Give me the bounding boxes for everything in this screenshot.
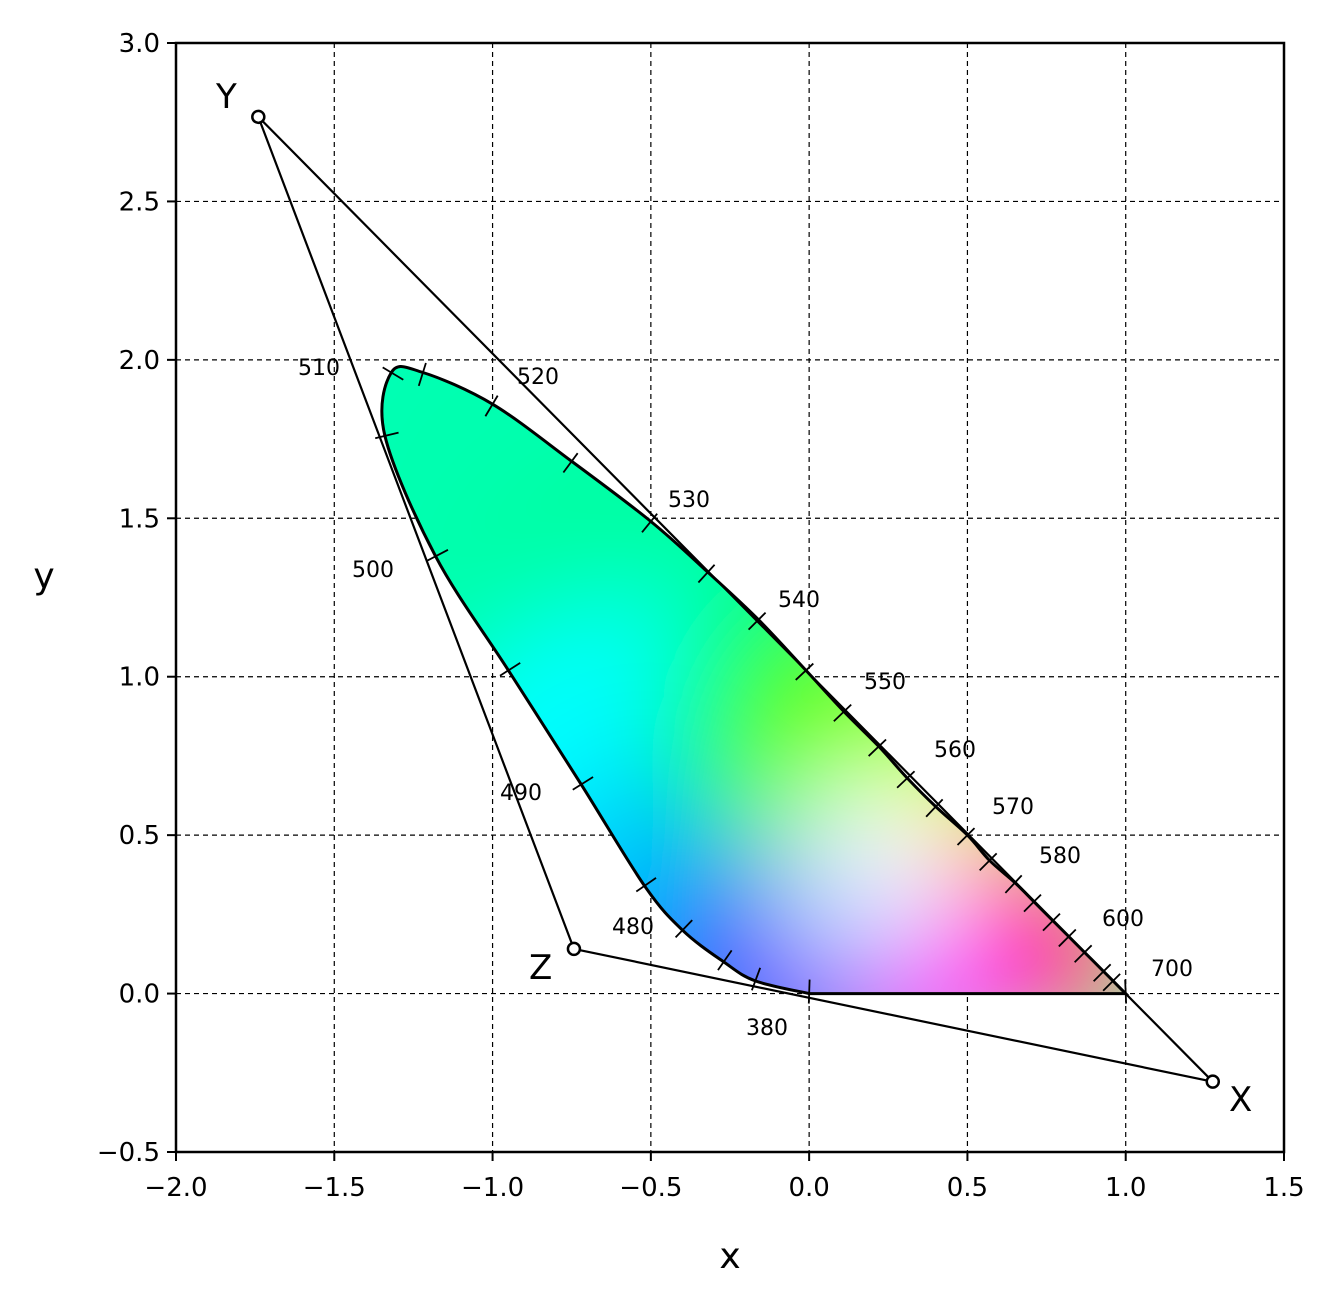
x-tick-label: 0.5 (947, 1173, 988, 1203)
wavelength-tick (697, 564, 716, 584)
wavelength-tick (1042, 912, 1061, 932)
wavelength-tick (674, 919, 693, 939)
primary-label-x: X (1229, 1080, 1252, 1120)
y-tick-label: 0.5 (119, 821, 160, 851)
wl-label-700: 700 (1151, 957, 1193, 982)
wl-label-380: 380 (746, 1016, 788, 1041)
wl-label-500: 500 (352, 558, 394, 583)
wavelength-tick (1004, 874, 1023, 894)
x-tick-label: −2.0 (144, 1173, 207, 1203)
y-tick-label: −0.5 (97, 1138, 160, 1168)
x-axis-ticks: −2.0 −1.5 −1.0 −0.5 0.0 0.5 1.0 1.5 (144, 1152, 1305, 1203)
wl-label-580: 580 (1039, 844, 1081, 869)
wavelength-tick (484, 395, 499, 417)
y-tick-label: 1.0 (119, 663, 160, 693)
wl-label-530: 530 (668, 488, 710, 513)
wavelength-tick (1102, 973, 1121, 992)
wavelength-tick (382, 366, 404, 381)
wavelength-tick (833, 704, 852, 722)
wavelength-tick (499, 662, 521, 677)
primaries-triangle-outline (257, 116, 1217, 1084)
wl-label-490: 490 (500, 781, 542, 806)
primary-marker-z (566, 941, 582, 957)
wavelength-tick (807, 979, 811, 1004)
primary-label-y: Y (215, 77, 237, 117)
y-axis-ticks: −0.5 0.0 0.5 1.0 1.5 2.0 2.5 3.0 (97, 29, 176, 1168)
wl-label-480: 480 (612, 915, 654, 940)
primaries-triangle (251, 109, 1221, 1089)
wl-label-600: 600 (1102, 907, 1144, 932)
wl-label-540: 540 (778, 588, 820, 613)
wavelength-tick (1124, 979, 1128, 1004)
wavelength-tick (896, 770, 916, 789)
y-tick-label: 2.5 (119, 187, 160, 217)
wavelength-tick (717, 949, 733, 971)
x-axis-title: x (719, 1236, 740, 1277)
wavelength-tick (417, 362, 427, 387)
wl-label-570: 570 (992, 795, 1034, 820)
wavelength-tick (562, 452, 579, 474)
x-tick-label: −1.0 (461, 1173, 524, 1203)
wavelength-tick (572, 776, 594, 791)
x-tick-label: −0.5 (619, 1173, 682, 1203)
wavelength-tick (1058, 928, 1077, 948)
x-tick-label: 1.0 (1105, 1173, 1146, 1203)
wavelength-tick (956, 827, 976, 846)
y-tick-label: 2.0 (119, 346, 160, 376)
y-axis-title: y (33, 556, 54, 597)
wavelength-tick (635, 877, 657, 893)
wavelength-tick (868, 738, 887, 757)
y-tick-label: 3.0 (119, 29, 160, 59)
primary-marker-y (251, 109, 266, 125)
wl-label-560: 560 (934, 738, 976, 763)
primary-marker-x (1205, 1074, 1221, 1089)
primary-labels: X Y Z (215, 77, 1252, 1120)
wavelength-tick (795, 662, 814, 681)
wavelength-tick (1074, 944, 1093, 963)
wavelength-tick (979, 852, 998, 872)
x-tick-label: −1.5 (303, 1173, 366, 1203)
x-tick-label: 1.5 (1263, 1173, 1304, 1203)
wavelength-tick (426, 548, 449, 562)
axes-frame (174, 41, 1286, 1154)
y-tick-label: 1.5 (119, 504, 160, 534)
wavelength-tick (1023, 893, 1042, 913)
wl-label-510: 510 (298, 356, 340, 381)
gamut-color-blob (764, 844, 905, 985)
wavelength-tick (1093, 963, 1112, 982)
primary-label-z: Z (529, 948, 552, 988)
wavelength-ticks (375, 362, 1128, 1004)
y-tick-label: 0.0 (119, 980, 160, 1010)
wavelength-tick (925, 798, 944, 818)
x-tick-label: 0.0 (788, 1173, 829, 1203)
wl-label-550: 550 (864, 670, 906, 695)
